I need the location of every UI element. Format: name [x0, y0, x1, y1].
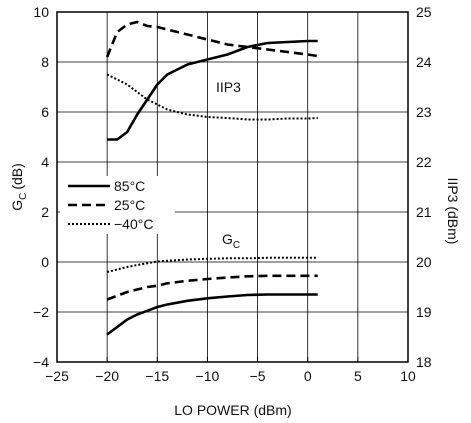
- y-tick-label-right: 25: [416, 4, 432, 20]
- legend-label-85c: 85°C: [114, 178, 145, 194]
- y-axis-label-left-sub: C: [18, 193, 29, 200]
- y-tick-label-right: 21: [416, 204, 432, 220]
- y-tick-label-right: 18: [416, 354, 432, 370]
- legend-label-25c: 25°C: [114, 197, 145, 213]
- annotation-iip3-group: IIP3: [212, 77, 256, 96]
- y-tick-label-right: 20: [416, 254, 432, 270]
- annotation-iip3: IIP3: [216, 79, 241, 95]
- y-axis-label-right: IIP3 (dBm): [445, 178, 461, 245]
- y-tick-label-left: −4: [33, 354, 49, 370]
- legend: 85°C 25°C −40°C: [60, 176, 175, 234]
- y-tick-label-left: 0: [41, 254, 49, 270]
- y-tick-label-left: 4: [41, 154, 49, 170]
- x-tick-label: −15: [145, 368, 169, 384]
- series-line-gc-25c: [106, 274, 318, 301]
- x-tick-label: −20: [95, 368, 119, 384]
- y-axis-label-left-unit: (dB): [9, 163, 25, 189]
- x-tick-label: −25: [45, 368, 69, 384]
- series-line-iip3-85c: [107, 39, 318, 141]
- y-ticks-right: 18 19 20 21 22 23 24 25: [416, 4, 432, 370]
- annotation-gc: GC: [222, 231, 240, 251]
- y-tick-label-right: 23: [416, 104, 432, 120]
- series-group: [105, 20, 318, 336]
- x-tick-label: −5: [250, 368, 266, 384]
- annotation-gc-main: G: [222, 231, 233, 247]
- y-axis-label-left-main: G: [9, 200, 25, 211]
- grid: [57, 12, 408, 362]
- y-tick-label-left: 10: [33, 4, 49, 20]
- y-ticks-left: −4 −2 0 2 4 6 8 10: [33, 4, 49, 370]
- y-tick-label-right: 19: [416, 304, 432, 320]
- annotation-gc-sub: C: [233, 240, 240, 251]
- y-tick-label-left: 2: [41, 204, 49, 220]
- x-ticks: −25 −20 −15 −10 −5 0 5 10: [45, 357, 416, 384]
- y-tick-label-right: 24: [416, 54, 432, 70]
- y-tick-label-left: 6: [41, 104, 49, 120]
- series-line-gc-85c: [106, 293, 318, 336]
- y-tick-label-left: −2: [33, 304, 49, 320]
- x-tick-label: 0: [304, 368, 312, 384]
- y-axis-label-left: GC (dB): [9, 163, 29, 211]
- x-axis-label: LO POWER (dBm): [174, 402, 291, 418]
- annotation-iip3-bg: [212, 77, 256, 96]
- plot-frame: [56, 11, 409, 363]
- y-tick-label-left: 8: [41, 54, 49, 70]
- series-line-iip3-25c: [105, 20, 318, 58]
- series-line-gc-40c: [106, 256, 318, 273]
- x-tick-label: 5: [354, 368, 362, 384]
- legend-label-m40c: −40°C: [114, 216, 153, 232]
- series-line-iip3-40c: [106, 73, 318, 121]
- annotation-gc-bg: [218, 229, 244, 251]
- y-tick-label-right: 22: [416, 154, 432, 170]
- x-tick-label: −10: [196, 368, 220, 384]
- annotation-gc-group: GC: [218, 229, 244, 251]
- x-tick-label: 10: [400, 368, 416, 384]
